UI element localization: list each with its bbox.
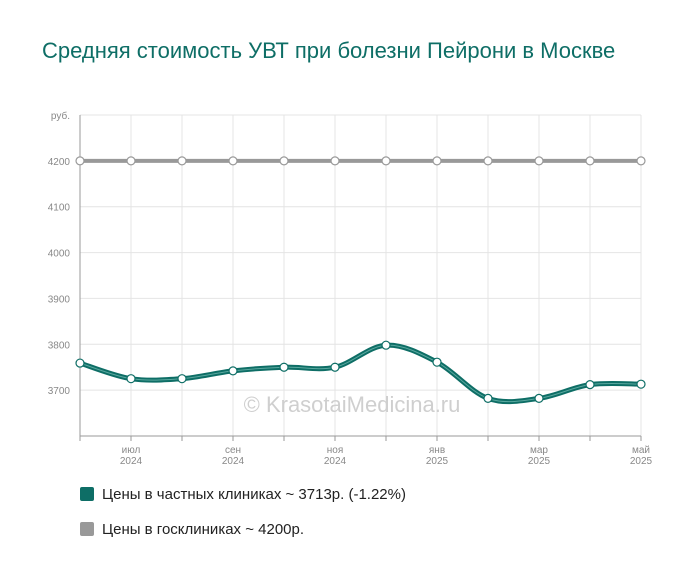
x-tick-label-year: 2025 [528, 456, 551, 467]
y-tick-label: 4100 [48, 203, 71, 214]
x-tick-label-month: сен [225, 445, 241, 456]
data-point[interactable] [483, 393, 493, 403]
axes: 370038003900400041004200руб.июл2024сен20… [48, 110, 653, 467]
x-tick-label-year: 2024 [222, 456, 245, 467]
y-tick-label: 4200 [48, 157, 71, 168]
legend-swatch-public [80, 522, 94, 536]
legend-swatch-private [80, 487, 94, 501]
data-point[interactable] [75, 156, 85, 166]
x-tick-label-month: янв [429, 445, 445, 456]
series [77, 158, 644, 405]
data-point[interactable] [177, 374, 187, 384]
y-axis-unit: руб. [51, 110, 70, 122]
data-point[interactable] [636, 379, 646, 389]
data-point[interactable] [381, 156, 391, 166]
legend: Цены в частных клиниках ~ 3713р. (-1.22%… [80, 484, 406, 554]
data-point[interactable] [330, 156, 340, 166]
data-point[interactable] [177, 156, 187, 166]
x-tick-label-month: май [632, 445, 650, 456]
data-point[interactable] [126, 156, 136, 166]
data-point[interactable] [381, 340, 391, 350]
legend-label-public: Цены в госклиниках ~ 4200р. [102, 520, 305, 538]
x-tick-label-month: июл [122, 445, 141, 456]
y-tick-label: 4000 [48, 249, 71, 260]
data-point[interactable] [585, 380, 595, 390]
data-point[interactable] [228, 366, 238, 376]
data-point[interactable] [534, 156, 544, 166]
data-point[interactable] [534, 393, 544, 403]
data-point[interactable] [126, 374, 136, 384]
y-tick-label: 3900 [48, 294, 71, 305]
data-point[interactable] [75, 358, 85, 368]
data-point[interactable] [483, 156, 493, 166]
x-tick-label-year: 2024 [120, 456, 143, 467]
data-point[interactable] [279, 156, 289, 166]
data-point[interactable] [330, 362, 340, 372]
x-tick-label-year: 2024 [324, 456, 347, 467]
chart-title: Средняя стоимость УВТ при болезни Пейрон… [42, 38, 616, 63]
x-tick-label-month: мар [530, 445, 548, 456]
data-point[interactable] [585, 156, 595, 166]
x-tick-label-year: 2025 [630, 456, 653, 467]
data-points [75, 156, 646, 403]
x-tick-label-year: 2025 [426, 456, 449, 467]
data-point[interactable] [432, 357, 442, 367]
data-point[interactable] [432, 156, 442, 166]
data-point[interactable] [636, 156, 646, 166]
data-point[interactable] [279, 362, 289, 372]
grid [79, 114, 642, 436]
y-tick-label: 3700 [48, 386, 71, 397]
legend-label-private: Цены в частных клиниках ~ 3713р. (-1.22%… [102, 485, 406, 503]
data-point[interactable] [228, 156, 238, 166]
legend-item-public[interactable]: Цены в госклиниках ~ 4200р. [80, 519, 406, 539]
x-tick-label-month: ноя [327, 445, 344, 456]
legend-item-private[interactable]: Цены в частных клиниках ~ 3713р. (-1.22%… [80, 484, 406, 504]
y-tick-label: 3800 [48, 340, 71, 351]
watermark: © KrasotaiMedicina.ru [244, 392, 461, 417]
